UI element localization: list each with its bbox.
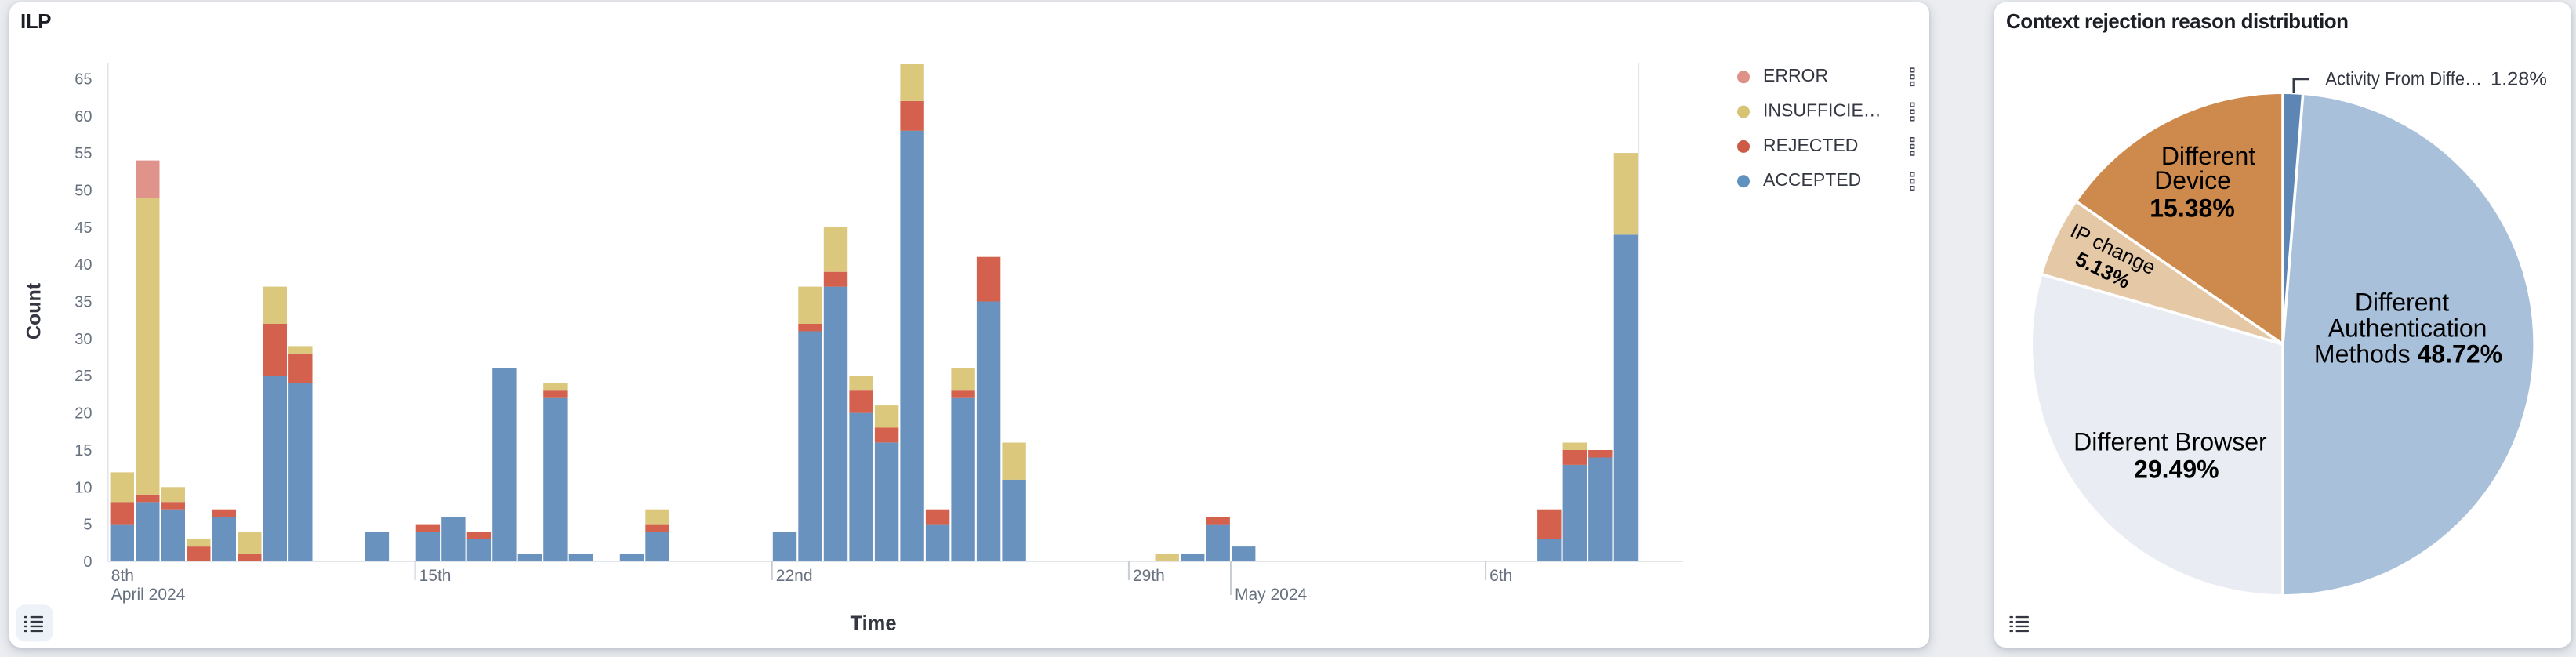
svg-text:Count: Count: [24, 282, 45, 339]
svg-text:22nd: 22nd: [776, 567, 813, 585]
svg-text:15th: 15th: [419, 567, 452, 585]
svg-text:1.28%: 1.28%: [2491, 69, 2547, 90]
svg-text:8th: 8th: [111, 567, 134, 585]
svg-text:INSUFFICIE…: INSUFFICIE…: [1763, 100, 1881, 121]
svg-text:Methods 48.72%: Methods 48.72%: [2314, 340, 2502, 368]
svg-text:5: 5: [83, 517, 92, 534]
svg-text:45: 45: [74, 220, 92, 237]
svg-text:ACCEPTED: ACCEPTED: [1763, 169, 1861, 190]
svg-text:Authentication: Authentication: [2328, 314, 2487, 343]
svg-text:60: 60: [74, 108, 92, 125]
svg-text:20: 20: [74, 405, 92, 423]
svg-text:May 2024: May 2024: [1235, 586, 1308, 604]
svg-text:35: 35: [74, 294, 92, 311]
svg-text:15.38%: 15.38%: [2150, 194, 2235, 222]
svg-text:65: 65: [74, 71, 92, 88]
svg-text:50: 50: [74, 183, 92, 200]
svg-text:REJECTED: REJECTED: [1763, 135, 1858, 155]
svg-text:55: 55: [74, 145, 92, 162]
svg-text:Activity From Diffe…: Activity From Diffe…: [2325, 69, 2482, 90]
svg-text:29.49%: 29.49%: [2134, 456, 2219, 484]
svg-text:Different: Different: [2161, 142, 2255, 170]
svg-text:15: 15: [74, 442, 92, 459]
svg-text:40: 40: [74, 256, 92, 274]
svg-text:29th: 29th: [1133, 567, 1165, 585]
svg-text:April 2024: April 2024: [111, 586, 186, 604]
svg-text:6th: 6th: [1489, 567, 1512, 585]
svg-text:10: 10: [74, 479, 92, 496]
svg-text:ERROR: ERROR: [1763, 65, 1828, 85]
svg-text:Device: Device: [2154, 166, 2231, 194]
svg-text:25: 25: [74, 368, 92, 385]
svg-text:Time: Time: [850, 613, 896, 635]
svg-text:Different Browser: Different Browser: [2073, 427, 2267, 456]
svg-text:30: 30: [74, 331, 92, 348]
svg-text:Different: Different: [2355, 289, 2449, 317]
svg-text:0: 0: [83, 554, 92, 571]
